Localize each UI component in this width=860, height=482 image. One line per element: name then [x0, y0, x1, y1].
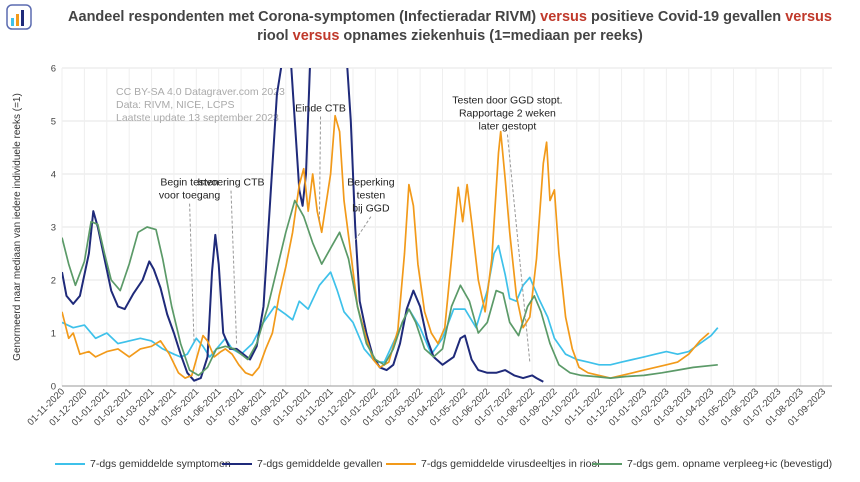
- title-part: Aandeel respondenten met Corona-symptome…: [68, 9, 541, 25]
- annotation-pointer: [189, 203, 195, 344]
- y-tick-label: 5: [51, 117, 56, 128]
- credit-line: Data: RIVM, NICE, LCPS: [116, 99, 234, 111]
- legend-item: 7-dgs gemiddelde gevallen: [222, 458, 383, 470]
- annotation-text: Einde CTB: [295, 102, 346, 114]
- series-line-4: [62, 199, 718, 379]
- chart-title: Aandeel respondenten met Corona-symptome…: [60, 8, 840, 46]
- y-tick-label: 1: [51, 329, 56, 340]
- legend-swatch: [386, 463, 416, 465]
- legend-label: 7-dgs gemiddelde symptomen: [90, 458, 231, 470]
- annotation-pointer: [318, 116, 322, 222]
- series-line-2: [62, 68, 544, 383]
- title-part: opnames ziekenhuis (1=mediaan per reeks): [339, 28, 643, 44]
- annotation-text: Invoering CTB: [197, 177, 264, 189]
- annotation-text: bij GGD: [352, 203, 390, 215]
- legend-swatch: [592, 463, 622, 465]
- legend-item: 7-dgs gemiddelde virusdeeltjes in riool: [386, 458, 600, 470]
- y-tick-label: 2: [51, 276, 56, 287]
- title-part: positieve Covid-19 gevallen: [586, 9, 786, 25]
- y-tick-label: 0: [51, 382, 56, 393]
- annotation-text: Beperking: [347, 177, 394, 189]
- legend: 7-dgs gemiddelde symptomen 7-dgs gemiddel…: [0, 458, 860, 478]
- credit-line: CC BY-SA 4.0 Datagraver.com 2023: [116, 86, 285, 98]
- title-part: riool: [257, 28, 293, 44]
- legend-label: 7-dgs gem. opname verpleeg+ic (bevestigd…: [627, 458, 833, 470]
- chart: 012345601-11-202001-12-202001-01-202101-…: [12, 64, 832, 428]
- annotation-text: voor toegang: [159, 190, 220, 202]
- y-tick-label: 3: [51, 223, 56, 234]
- credit-line: Laatste update 13 september 2023: [116, 112, 279, 124]
- series-line-1: [62, 244, 719, 366]
- annotation-text: Rapportage 2 weken: [459, 108, 556, 120]
- annotation-text: later gestopt: [479, 121, 537, 133]
- title-versus: versus: [785, 9, 832, 25]
- annotation-text: testen: [357, 190, 386, 202]
- series-line-3: [62, 114, 710, 379]
- annotation-pointer: [354, 216, 372, 241]
- title-versus: versus: [292, 28, 340, 44]
- title-versus: versus: [540, 9, 587, 25]
- annotation-pointer: [230, 190, 238, 344]
- y-axis-label: Genormeerd naar mediaan van iedere indiv…: [12, 93, 23, 361]
- legend-label: 7-dgs gemiddelde gevallen: [257, 458, 383, 470]
- logo: [6, 4, 32, 30]
- legend-swatch: [55, 463, 85, 465]
- annotation-text: Begin testen: [160, 177, 219, 189]
- legend-swatch: [222, 463, 252, 465]
- annotation-text: Testen door GGD stopt.: [452, 95, 562, 107]
- legend-item: 7-dgs gemiddelde symptomen: [55, 458, 231, 470]
- annotation-pointer: [506, 134, 531, 363]
- legend-item: 7-dgs gem. opname verpleeg+ic (bevestigd…: [592, 458, 832, 470]
- y-tick-label: 4: [51, 170, 56, 181]
- legend-label: 7-dgs gemiddelde virusdeeltjes in riool: [421, 458, 600, 470]
- y-tick-label: 6: [51, 64, 56, 75]
